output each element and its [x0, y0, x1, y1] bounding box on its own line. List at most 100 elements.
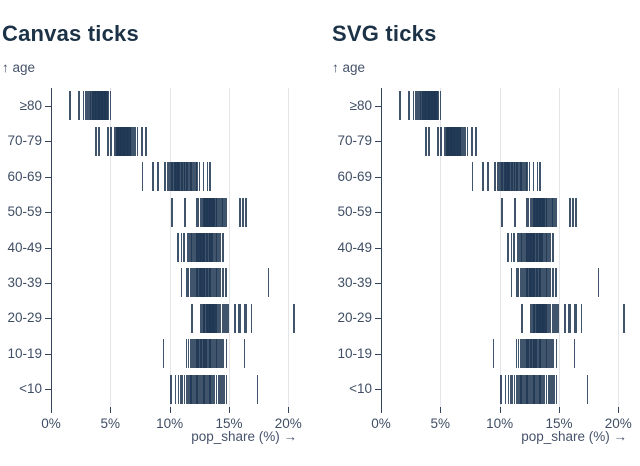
data-tick [171, 197, 173, 227]
data-tick [623, 303, 625, 333]
data-tick [190, 374, 192, 404]
data-tick [219, 303, 222, 333]
y-tick-label: ≥80 [349, 97, 372, 113]
y-axis-tick [375, 212, 381, 214]
data-tick [546, 197, 548, 227]
data-tick [573, 339, 576, 369]
data-tick [500, 374, 502, 404]
y-axis-tick [375, 318, 381, 320]
data-tick [243, 339, 246, 369]
data-tick [510, 268, 513, 298]
data-tick [545, 374, 548, 404]
data-tick [200, 374, 203, 404]
data-tick [471, 126, 473, 156]
data-tick [217, 303, 220, 333]
data-tick [543, 197, 546, 227]
y-axis-label: ↑ age [332, 60, 366, 75]
x-tick-label: 5% [430, 416, 451, 431]
data-tick [213, 197, 216, 227]
data-tick [519, 162, 521, 192]
data-tick [513, 233, 515, 262]
data-tick [132, 126, 135, 156]
data-tick [196, 374, 198, 404]
data-tick [225, 268, 227, 298]
data-tick [415, 91, 417, 121]
data-tick [518, 233, 520, 262]
x-tick-label: 15% [215, 416, 243, 431]
data-tick [548, 233, 550, 262]
data-tick [521, 374, 523, 404]
x-tick-label: 10% [156, 416, 184, 431]
x-axis-tick [110, 407, 112, 413]
y-tick-label: 60-69 [337, 168, 372, 184]
data-tick [543, 233, 546, 262]
data-tick [517, 339, 520, 369]
gridline [228, 88, 230, 407]
y-axis-tick [45, 176, 51, 178]
data-tick [536, 339, 539, 369]
data-tick [222, 268, 224, 298]
data-tick [219, 233, 222, 262]
data-tick [551, 303, 554, 333]
data-tick [179, 162, 182, 192]
data-tick [542, 339, 545, 369]
data-tick [191, 303, 193, 333]
data-tick [208, 374, 210, 404]
data-tick [239, 303, 241, 333]
data-tick [516, 162, 519, 192]
data-tick [520, 374, 522, 404]
data-tick [522, 268, 525, 298]
data-tick [444, 126, 446, 156]
data-tick [202, 374, 204, 404]
x-axis-label: pop_share (%) → [521, 429, 627, 444]
data-tick [131, 126, 134, 156]
data-tick [417, 91, 419, 121]
data-tick [440, 126, 442, 156]
y-axis-tick [45, 318, 51, 320]
data-tick [492, 339, 495, 369]
data-tick [186, 233, 189, 262]
x-axis-tick [440, 407, 442, 413]
data-tick [521, 162, 523, 192]
data-tick [166, 162, 169, 192]
data-tick [549, 197, 552, 227]
data-tick [223, 303, 225, 333]
data-tick [522, 233, 525, 262]
data-tick [511, 162, 514, 192]
data-tick [549, 303, 552, 333]
data-tick [521, 268, 523, 298]
data-tick [523, 339, 526, 369]
data-tick [221, 303, 224, 333]
data-tick [245, 303, 247, 333]
data-tick [218, 303, 221, 333]
y-axis-tick [45, 212, 51, 214]
data-tick [553, 374, 555, 404]
data-tick [197, 197, 200, 227]
data-tick [205, 339, 208, 369]
data-tick [461, 126, 464, 156]
data-tick [541, 233, 544, 262]
data-tick [526, 374, 528, 404]
x-axis-tick [169, 407, 171, 413]
data-tick [221, 339, 223, 369]
data-tick [219, 339, 221, 369]
y-axis-tick [375, 141, 381, 143]
data-tick [494, 162, 496, 192]
data-tick [487, 162, 489, 192]
x-axis-tick [228, 407, 230, 413]
data-tick [204, 374, 206, 404]
data-tick [210, 339, 212, 369]
data-tick [193, 233, 196, 262]
data-tick [516, 374, 519, 404]
data-tick [216, 303, 218, 333]
data-tick [567, 303, 570, 333]
data-tick [539, 162, 541, 192]
data-tick [190, 233, 192, 262]
data-tick [511, 374, 514, 404]
y-axis-tick [375, 247, 381, 249]
data-tick [174, 374, 177, 404]
data-tick [516, 268, 518, 298]
data-tick [541, 339, 544, 369]
data-tick [85, 91, 87, 121]
x-axis-tick [558, 407, 560, 413]
